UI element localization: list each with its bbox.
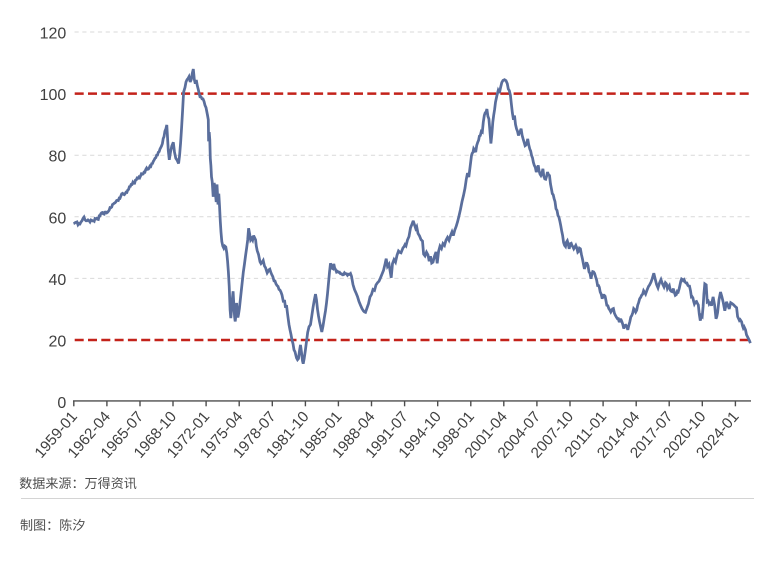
svg-text:20: 20 [49,334,67,351]
svg-text:60: 60 [49,210,67,227]
svg-text:80: 80 [49,149,67,166]
svg-text:100: 100 [40,87,67,104]
svg-text:0: 0 [57,395,66,412]
svg-text:120: 120 [40,26,67,43]
svg-text:40: 40 [49,272,67,289]
